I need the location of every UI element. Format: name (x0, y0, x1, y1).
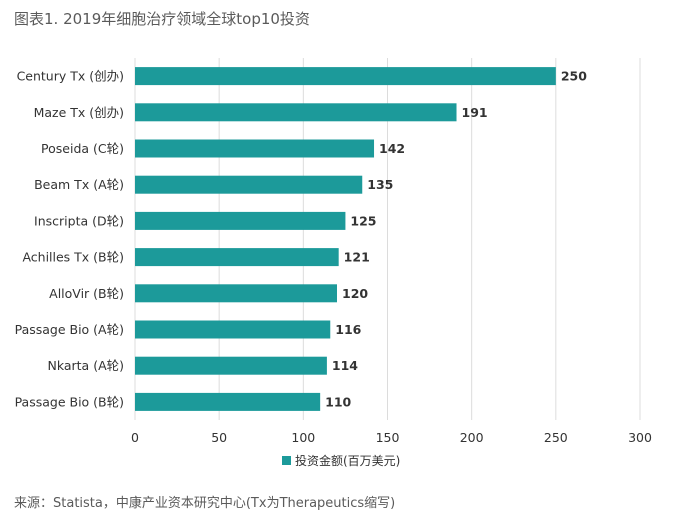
category-label: Passage Bio (B轮) (15, 394, 124, 409)
x-tick-label: 50 (211, 430, 227, 445)
x-tick-label: 150 (376, 430, 400, 445)
x-tick-label: 200 (460, 430, 484, 445)
bar (135, 175, 363, 194)
legend-label: 投资金额(百万美元) (295, 453, 400, 468)
value-label: 191 (462, 105, 488, 120)
category-label: Poseida (C轮) (41, 141, 124, 156)
value-label: 110 (325, 394, 351, 409)
value-label: 135 (367, 177, 393, 192)
bar (135, 320, 331, 339)
bar (135, 103, 457, 122)
x-tick-label: 100 (291, 430, 315, 445)
bar (135, 211, 346, 230)
value-label: 125 (350, 213, 376, 228)
value-label: 114 (332, 358, 358, 373)
x-tick-label: 300 (628, 430, 652, 445)
category-label: Inscripta (D轮) (34, 213, 124, 228)
category-label: AlloVir (B轮) (49, 286, 124, 301)
category-label: Century Tx (创办) (17, 69, 124, 84)
bar (135, 356, 327, 375)
category-label: Achilles Tx (B轮) (22, 250, 124, 265)
x-tick-label: 250 (544, 430, 568, 445)
value-label: 120 (342, 286, 368, 301)
x-tick-labels: 0 50 100 150 200 250 300 (131, 430, 652, 445)
category-label: Beam Tx (A轮) (34, 177, 124, 192)
category-label: Maze Tx (创办) (34, 105, 124, 120)
source-note: 来源：Statista，中康产业资本研究中心(Tx为Therapeutics缩写… (14, 496, 396, 511)
value-labels: 250 191 142 135 125 121 120 116 114 110 (325, 69, 587, 410)
bar (135, 248, 339, 267)
value-label: 116 (335, 322, 361, 337)
legend: 投资金额(百万美元) (282, 453, 400, 468)
bar (135, 284, 337, 303)
value-label: 250 (561, 69, 587, 84)
bar (135, 139, 375, 158)
bar (135, 392, 321, 411)
category-label: Passage Bio (A轮) (15, 322, 124, 337)
category-label: Nkarta (A轮) (47, 358, 124, 373)
value-label: 121 (344, 250, 370, 265)
bar (135, 67, 556, 86)
category-labels: Century Tx (创办) Maze Tx (创办) Poseida (C轮) B… (15, 69, 124, 410)
value-label: 142 (379, 141, 405, 156)
bars (135, 67, 556, 411)
legend-swatch (282, 456, 291, 465)
chart-title: 图表1. 2019年细胞治疗领域全球top10投资 (14, 10, 310, 28)
x-tick-label: 0 (131, 430, 139, 445)
